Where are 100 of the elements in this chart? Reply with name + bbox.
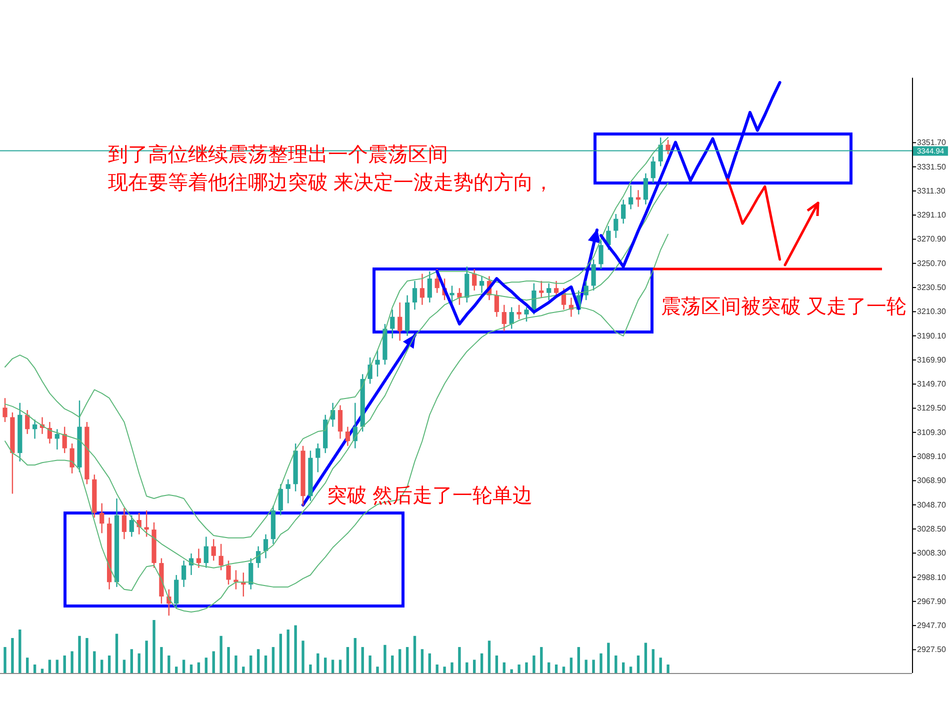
- bar: [368, 656, 372, 673]
- bar: [316, 653, 320, 673]
- bar: [130, 649, 133, 673]
- y-tick-label: 3008.30: [917, 548, 946, 558]
- y-tick-label: 2967.90: [917, 596, 946, 606]
- bar: [220, 636, 222, 673]
- bar: [212, 651, 215, 673]
- bar: [33, 664, 36, 673]
- y-tick-label: 3270.90: [917, 234, 946, 244]
- bar: [652, 649, 654, 673]
- bar: [256, 649, 260, 673]
- bar: [250, 656, 252, 673]
- y-tick-label: 3250.70: [917, 258, 946, 268]
- bar: [473, 660, 476, 673]
- bar: [264, 656, 268, 673]
- bar: [518, 664, 520, 673]
- y-tick-label: 3169.90: [917, 355, 946, 364]
- bar: [204, 658, 208, 673]
- bar: [525, 662, 528, 673]
- y-tick-label: 3149.70: [917, 380, 946, 389]
- bar: [197, 662, 200, 673]
- bar: [160, 647, 163, 673]
- bar: [294, 625, 297, 673]
- bar: [607, 642, 610, 673]
- bar: [346, 647, 350, 673]
- bar: [562, 666, 566, 673]
- bar: [122, 660, 126, 673]
- bar: [406, 647, 409, 673]
- bar: [636, 656, 640, 673]
- bar: [443, 666, 446, 673]
- bar: [391, 656, 394, 673]
- bar: [115, 634, 118, 673]
- bar: [584, 660, 588, 673]
- bar: [532, 656, 536, 673]
- bar: [190, 664, 193, 673]
- bar: [338, 660, 342, 673]
- bar: [234, 656, 238, 673]
- bar: [4, 647, 6, 673]
- y-tick-label: 3331.50: [917, 162, 946, 172]
- y-tick-label: 3230.50: [917, 283, 946, 292]
- bar: [384, 644, 386, 673]
- bar: [48, 660, 52, 673]
- bar: [629, 666, 632, 673]
- bar: [108, 656, 111, 673]
- bar: [436, 664, 438, 673]
- bar: [354, 638, 356, 673]
- y-tick-label: 2947.70: [917, 621, 946, 630]
- bar: [659, 658, 662, 673]
- bar: [78, 636, 81, 673]
- bar: [152, 620, 156, 673]
- annotation: 现在要等着他往哪边突破 来决定一波走势的方向，: [108, 171, 554, 194]
- bar: [138, 653, 140, 673]
- bar: [168, 656, 170, 673]
- bar: [458, 647, 461, 673]
- bar: [666, 664, 670, 673]
- bar: [242, 666, 245, 673]
- line-series: [726, 178, 782, 261]
- bar: [614, 656, 618, 673]
- bar: [502, 662, 506, 673]
- bar: [26, 658, 29, 673]
- y-tick-label: 3210.30: [917, 307, 946, 316]
- y-tick-label: 3068.90: [917, 476, 946, 486]
- bar: [554, 664, 558, 673]
- bar: [309, 664, 312, 673]
- y-tick-label: 3311.30: [917, 186, 946, 196]
- bar: [450, 662, 454, 673]
- bar: [361, 647, 364, 673]
- bar: [145, 640, 148, 673]
- y-tick-label: 2927.50: [917, 645, 946, 654]
- y-tick-label: 3351.70: [917, 138, 946, 148]
- bar: [70, 651, 74, 673]
- bar: [577, 647, 580, 673]
- bar: [480, 653, 484, 673]
- bar: [227, 647, 230, 673]
- y-tick-label: 3048.70: [917, 500, 946, 510]
- bar: [428, 653, 431, 673]
- bar: [272, 647, 275, 673]
- bar: [182, 660, 186, 673]
- y-tick-label: 3028.50: [917, 524, 946, 534]
- bar: [592, 660, 595, 673]
- bar: [18, 630, 22, 673]
- bar: [86, 638, 88, 673]
- bar: [279, 634, 282, 673]
- bar: [488, 640, 491, 673]
- y-tick-label: 3190.10: [917, 331, 946, 340]
- bar: [398, 649, 402, 673]
- bar: [540, 647, 543, 673]
- bar: [11, 638, 14, 673]
- bar: [331, 660, 334, 673]
- bar: [420, 649, 424, 673]
- bar: [100, 660, 104, 673]
- bar: [93, 651, 96, 673]
- y-tick-label: 3089.10: [917, 452, 946, 462]
- bar: [376, 666, 379, 673]
- bar: [324, 658, 327, 673]
- annotation: 到了高位继续震荡整理出一个震荡区间: [108, 143, 448, 166]
- bar: [622, 662, 625, 673]
- bar: [175, 666, 178, 673]
- bar: [548, 662, 550, 673]
- y-tick-label: 2988.10: [917, 572, 946, 582]
